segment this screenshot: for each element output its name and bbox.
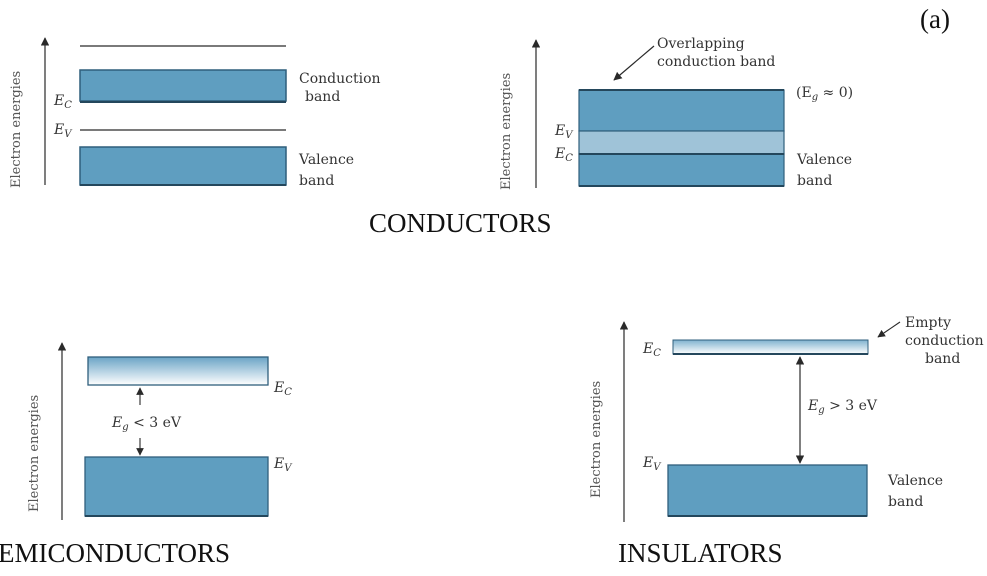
empty-label-line2: conduction (905, 333, 984, 349)
eg-approx-label: (Eg ≈ 0) (796, 85, 853, 103)
overlapping-conduction-band (578, 89, 785, 132)
gap-label: Eg > 3 eV (807, 398, 878, 416)
conduction-label-line1: Conduction (299, 71, 381, 87)
valence-band (79, 146, 287, 186)
ec-label: EC (273, 380, 292, 398)
overlap-pointer-arrow (613, 45, 655, 81)
panel-label: (a) (920, 4, 950, 34)
conduction-band (79, 69, 287, 102)
valence-band (84, 456, 269, 517)
empty-conduction-band (672, 339, 869, 355)
valence-label-line2: band (797, 173, 832, 189)
axis-label: Electron energies (27, 395, 42, 512)
conductors-title: CONDUCTORS (369, 208, 552, 238)
ec-label: EC (642, 341, 661, 359)
empty-band-pointer-arrow (877, 321, 901, 338)
valence-label-line2: band (299, 173, 334, 189)
insulators-title: INSULATORS (618, 538, 783, 568)
ec-label: EC (53, 93, 72, 111)
overlap-label-line1: Overlapping (657, 36, 745, 52)
axis-label: Electron energies (499, 73, 514, 190)
valence-band (578, 153, 785, 187)
semiconductor-diagram: Electron energies Eg < 3 eV EC EV (27, 342, 293, 520)
valence-label-line1: Valence (298, 152, 354, 168)
overlap-label-line2: conduction band (657, 54, 775, 70)
semiconductors-title: EMICONDUCTORS (0, 538, 230, 568)
ev-label: EV (273, 456, 293, 474)
valence-label-line1: Valence (887, 473, 943, 489)
empty-label-line3: band (925, 351, 960, 367)
ev-label: EV (642, 455, 662, 473)
conductor-left-diagram: Electron energies EC EV Conduction band … (9, 37, 381, 189)
ev-label: EV (53, 122, 73, 140)
valence-label-line2: band (888, 494, 923, 510)
axis-label: Electron energies (9, 71, 24, 188)
overlap-region (578, 130, 785, 155)
ec-label: EC (554, 146, 573, 164)
conduction-label-line2: band (305, 89, 340, 105)
axis-label: Electron energies (589, 381, 604, 498)
empty-label-line1: Empty (905, 315, 951, 331)
conduction-band (87, 356, 269, 386)
ev-label: EV (554, 123, 574, 141)
valence-band (667, 464, 868, 517)
conductor-right-diagram: Electron energies Overlapping conduction… (499, 36, 853, 190)
gap-label: Eg < 3 eV (111, 415, 182, 433)
valence-label-line1: Valence (796, 152, 852, 168)
insulator-diagram: Electron energies Eg > 3 eV Empty conduc… (589, 315, 984, 522)
